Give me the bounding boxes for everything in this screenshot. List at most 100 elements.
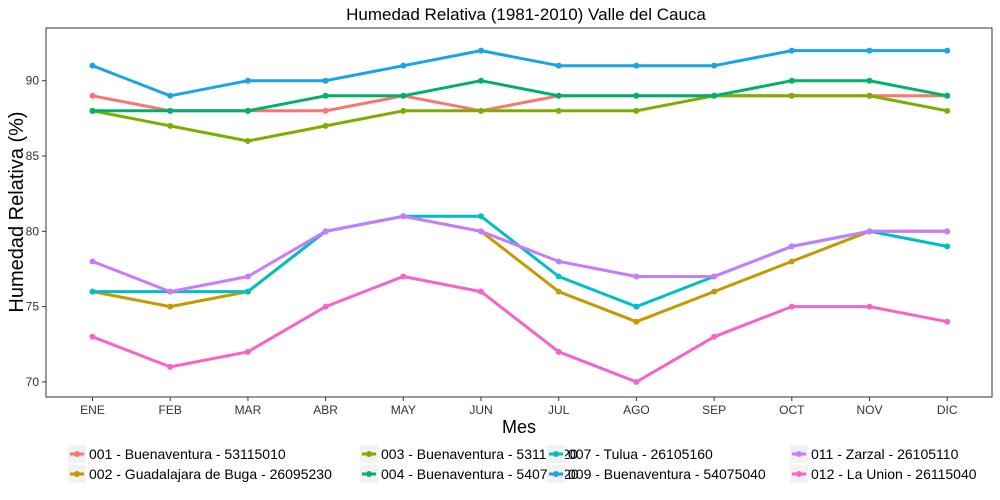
data-point: [89, 333, 96, 340]
data-point: [555, 107, 562, 114]
data-point: [555, 273, 562, 280]
legend-label: 012 - La Union - 26115040: [811, 466, 977, 482]
legend-item: 003 - Buenaventura - 53115020: [360, 445, 578, 463]
data-point: [555, 258, 562, 265]
y-tick-label: 90: [26, 74, 40, 88]
x-tick-label: ENE: [80, 403, 105, 417]
data-point: [555, 92, 562, 99]
legend-label: 003 - Buenaventura - 53115020: [381, 446, 578, 462]
data-point: [89, 258, 96, 265]
series-group: [89, 47, 951, 385]
x-tick-label: SEP: [702, 403, 726, 417]
data-point: [866, 77, 873, 84]
data-point: [167, 122, 174, 129]
data-point: [244, 77, 251, 84]
x-tick-label: JUN: [469, 403, 492, 417]
series-line: [91, 94, 949, 143]
x-axis-title: Mes: [502, 417, 536, 437]
data-point: [711, 273, 718, 280]
data-point: [944, 92, 951, 99]
data-point: [866, 47, 873, 54]
series-7: [89, 213, 951, 295]
data-point: [711, 288, 718, 295]
x-tick-label: AGO: [623, 403, 650, 417]
legend-item: 011 - Zarzal - 26105110: [790, 445, 959, 463]
data-point: [244, 273, 251, 280]
data-point: [633, 62, 640, 69]
data-point: [788, 77, 795, 84]
data-point: [711, 62, 718, 69]
legend-key-point: [553, 471, 559, 477]
data-point: [633, 318, 640, 325]
data-point: [244, 348, 251, 355]
data-point: [167, 303, 174, 310]
x-tick-label: JUL: [548, 403, 570, 417]
data-point: [322, 228, 329, 235]
legend-label: 009 - Buenaventura - 54075040: [568, 466, 766, 482]
data-point: [711, 92, 718, 99]
legend-key-point: [796, 471, 802, 477]
legend-key-point: [796, 451, 802, 457]
legend-item: 012 - La Union - 26115040: [790, 465, 977, 483]
data-point: [478, 288, 484, 295]
data-point: [400, 273, 407, 280]
y-axis-title: Humedad Relativa (%): [6, 111, 28, 312]
y-tick-label: 75: [26, 300, 40, 314]
x-axis: ENE FEB MAR ABR MAY JUN JUL AGO SEP OCT NOV DIC: [80, 397, 958, 417]
x-tick-label: NOV: [856, 403, 882, 417]
data-point: [866, 303, 873, 310]
data-point: [478, 77, 484, 84]
data-point: [633, 303, 640, 310]
data-point: [944, 318, 951, 325]
data-point: [244, 107, 251, 114]
data-point: [711, 333, 718, 340]
data-point: [633, 92, 640, 99]
legend-key-point: [366, 451, 372, 457]
legend-item: 001 - Buenaventura - 53115010: [68, 445, 286, 463]
series-8: [89, 273, 951, 385]
data-point: [633, 107, 640, 114]
data-point: [244, 137, 251, 144]
legend-label: 001 - Buenaventura - 53115010: [89, 446, 286, 462]
legend-key-point: [74, 471, 80, 477]
series-6: [89, 47, 951, 99]
data-point: [944, 47, 951, 54]
legend-item: 002 - Guadalajara de Buga - 26095230: [68, 465, 332, 483]
legend-item: 007 - Tulua - 26105160: [547, 445, 713, 463]
data-point: [633, 273, 640, 280]
data-point: [167, 288, 174, 295]
data-point: [89, 107, 96, 114]
series-4: [89, 77, 951, 114]
data-point: [89, 288, 96, 295]
data-point: [866, 92, 873, 99]
series-line: [91, 275, 949, 384]
data-point: [478, 47, 484, 54]
legend-label: 007 - Tulua - 26105160: [568, 446, 713, 462]
data-point: [322, 107, 329, 114]
data-point: [167, 363, 174, 370]
chart-title: Humedad Relativa (1981-2010) Valle del C…: [346, 5, 706, 24]
data-point: [944, 107, 951, 114]
legend-key-point: [74, 451, 80, 457]
data-point: [322, 122, 329, 129]
data-point: [478, 213, 484, 220]
series-3: [89, 92, 951, 144]
data-point: [555, 348, 562, 355]
data-point: [555, 288, 562, 295]
y-tick-label: 70: [26, 375, 40, 389]
plot-panel: [45, 27, 993, 398]
data-point: [322, 77, 329, 84]
data-point: [244, 288, 251, 295]
x-tick-label: MAY: [391, 403, 416, 417]
data-point: [788, 92, 795, 99]
data-point: [322, 303, 329, 310]
series-line: [91, 79, 949, 113]
y-tick-label: 80: [26, 224, 40, 238]
legend-item: 004 - Buenaventura - 54075020: [360, 465, 579, 483]
legend-key-point: [366, 471, 372, 477]
data-point: [788, 243, 795, 250]
data-point: [89, 62, 96, 69]
x-tick-label: OCT: [779, 403, 805, 417]
legend-label: 011 - Zarzal - 26105110: [811, 446, 959, 462]
